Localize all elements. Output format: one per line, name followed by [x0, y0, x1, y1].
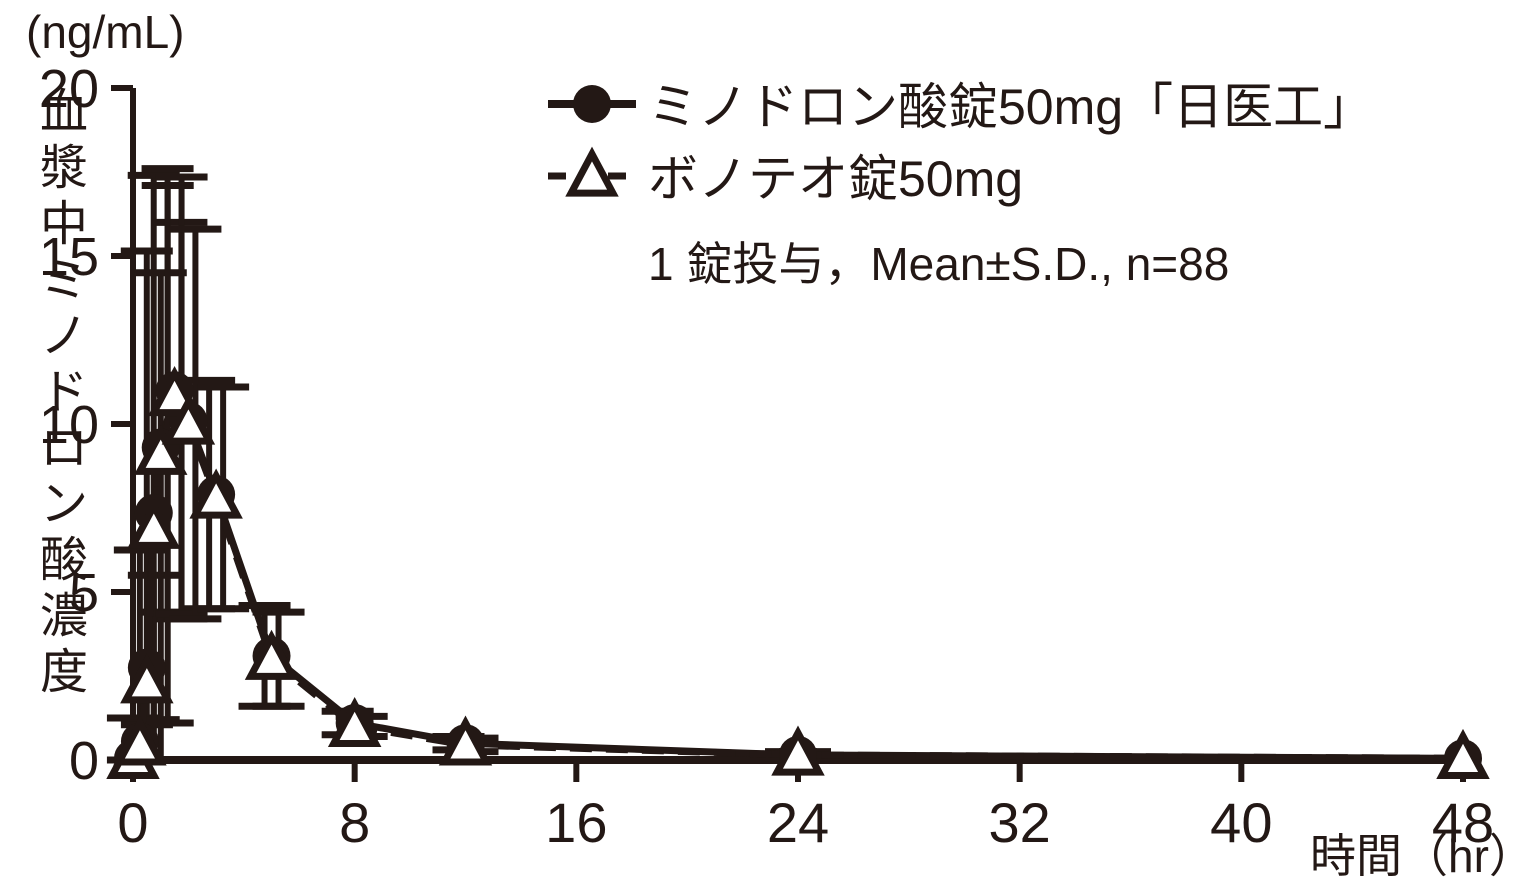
- data-point-marker-triangle: [133, 424, 188, 475]
- legend-marker-triangle: [565, 146, 619, 197]
- data-point-marker-triangle: [1436, 728, 1490, 779]
- x-tick-label: 0: [117, 791, 148, 854]
- y-tick-labels: 0 5 10 15 20: [39, 59, 99, 791]
- x-tick-label: 32: [989, 791, 1051, 854]
- x-tick-label: 40: [1210, 791, 1272, 854]
- y-axis-title-char: 酸: [40, 534, 88, 587]
- y-axis-title-char: ノ: [40, 310, 88, 363]
- y-tick-label: 15: [39, 227, 99, 287]
- x-axis-title: 時間（hr）: [1310, 830, 1521, 882]
- legend-item: ミノドロン酸錠50mg「日医工」: [548, 79, 1373, 135]
- x-tick-label: 8: [339, 791, 370, 854]
- y-unit-label: (ng/mL): [26, 6, 184, 58]
- data-point-marker-triangle: [113, 715, 167, 766]
- y-tick-label: 0: [69, 731, 99, 791]
- y-tick-label: 20: [39, 59, 99, 119]
- y-axis-title-char: 濃: [40, 590, 88, 643]
- x-tick-label: 24: [767, 791, 829, 854]
- y-axis-title-char: 中: [40, 198, 88, 251]
- data-point-marker-triangle: [438, 715, 493, 766]
- legend-note: 1 錠投与，Mean±S.D., n=88: [648, 238, 1229, 290]
- legend-item: ボノテオ錠50mg: [548, 146, 1023, 207]
- data-point-marker-triangle: [161, 394, 216, 445]
- x-tick-label: 16: [545, 791, 607, 854]
- legend-marker-circle: [573, 85, 611, 123]
- chart-legend: ミノドロン酸錠50mg「日医工」ボノテオ錠50mg 1 錠投与，Mean±S.D.…: [548, 79, 1373, 290]
- data-point-marker-triangle: [120, 653, 174, 704]
- x-tick-label: 48: [1432, 791, 1494, 854]
- series-line: [129, 386, 1464, 762]
- data-point-marker-triangle: [327, 696, 382, 748]
- data-point-marker-triangle: [189, 468, 243, 519]
- data-point-marker-triangle: [127, 498, 181, 549]
- data-point-marker-triangle: [771, 725, 825, 776]
- y-axis-title-char: ド: [40, 366, 88, 419]
- series-markers: [106, 366, 1490, 779]
- y-axis-title-char: ミ: [40, 254, 88, 307]
- data-point-marker-triangle: [244, 629, 299, 680]
- y-axis-title-char: ン: [40, 478, 88, 531]
- y-tick-label: 10: [39, 395, 99, 455]
- x-tick-labels: 0 8 16 24 32 40 48: [117, 791, 1494, 854]
- legend-item-label: ボノテオ錠50mg: [648, 151, 1023, 207]
- y-tick-label: 5: [69, 563, 99, 623]
- legend-item-label: ミノドロン酸錠50mg「日医工」: [648, 79, 1373, 135]
- y-axis-title-char: 度: [40, 646, 88, 699]
- y-axis-title-char: 血: [40, 86, 88, 139]
- series-lines: [129, 386, 1464, 762]
- y-axis-title-char: ロ: [40, 422, 88, 475]
- y-axis-title-char: 漿: [40, 142, 88, 195]
